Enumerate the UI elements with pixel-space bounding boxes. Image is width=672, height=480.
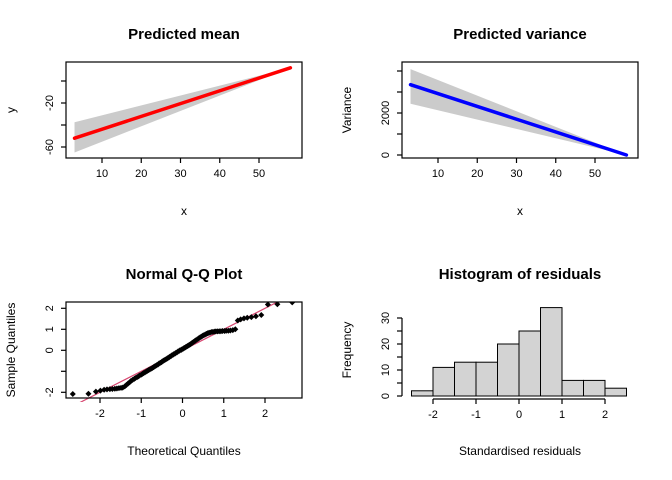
y-tick-label: 30 — [380, 312, 392, 324]
chart-predicted-variance: 10 20 30 40 50 0 2000 Predicted variance x Varian… — [340, 26, 639, 218]
histogram-bar — [540, 307, 563, 397]
x-tick-label: 50 — [589, 168, 601, 180]
x-tick-label: 0 — [516, 409, 522, 421]
x-tick-label: -2 — [428, 409, 438, 421]
panel-title: Normal Q-Q Plot — [126, 266, 243, 283]
x-tick-label: 20 — [471, 168, 483, 180]
y-tick-label: 2 — [44, 305, 56, 311]
x-tick-label: 30 — [510, 168, 522, 180]
x-axis-title: Standardised residuals — [459, 444, 581, 458]
y-tick-label: -2 — [44, 387, 56, 397]
x-tick-label: -2 — [95, 408, 105, 420]
x-tick-label: 30 — [174, 168, 186, 180]
histogram-bar — [411, 390, 434, 397]
data-layer — [411, 307, 627, 397]
panel-predicted-variance: 10 20 30 40 50 0 2000 Predicted variance x Varian… — [336, 0, 672, 240]
histogram-bar — [561, 379, 584, 397]
y-tick-label: -60 — [44, 139, 56, 155]
histogram-bar — [432, 366, 455, 397]
panel-histogram-of-residuals: -2 -1 0 1 2 0 10 20 30 Histogram of residuals Stan… — [336, 240, 672, 480]
y-axis-title: y — [4, 107, 18, 113]
axes — [61, 301, 303, 403]
axes — [397, 317, 606, 404]
x-tick-label: 40 — [550, 168, 562, 180]
data-layer — [408, 69, 629, 157]
chart-predicted-mean: 10 20 30 40 50 -20 -60 Predicted mean x y — [4, 26, 303, 218]
panel-title: Histogram of residuals — [439, 266, 602, 283]
x-tick-label: 1 — [559, 409, 565, 421]
qq-points — [69, 302, 296, 397]
panel-title: Predicted variance — [453, 26, 586, 43]
x-tick-label: 0 — [179, 408, 185, 420]
y-tick-label: 0 — [380, 152, 392, 158]
panel-title: Predicted mean — [128, 26, 240, 43]
plot-box — [65, 61, 303, 159]
data-layer — [72, 66, 293, 153]
y-tick-label: 20 — [380, 338, 392, 350]
y-axis-title: Variance — [340, 86, 354, 133]
y-tick-label: 10 — [380, 364, 392, 376]
data-layer — [69, 302, 296, 402]
x-tick-label: 2 — [602, 409, 608, 421]
x-tick-label: 1 — [221, 408, 227, 420]
histogram-bar — [518, 330, 541, 397]
y-axis-title: Sample Quantiles — [4, 303, 18, 398]
y-tick-label: 2000 — [380, 101, 392, 125]
confidence-band — [74, 67, 291, 153]
axis-labels: 10 20 30 40 50 -20 -60 — [44, 95, 265, 180]
x-tick-label: 20 — [135, 168, 147, 180]
x-tick-label: 10 — [96, 168, 108, 180]
panel-predicted-mean: 10 20 30 40 50 -20 -60 Predicted mean x y — [0, 0, 336, 240]
y-tick-label: 0 — [44, 347, 56, 353]
x-axis-title: Theoretical Quantiles — [127, 444, 240, 458]
histogram-bar — [475, 361, 498, 397]
y-tick-label: 1 — [44, 326, 56, 332]
histogram-bar — [497, 343, 520, 397]
y-tick-label: 0 — [380, 393, 392, 399]
series-line — [72, 66, 293, 140]
x-axis-title: x — [517, 204, 523, 218]
panel-normal-qq-plot: -2 -1 0 1 2 2 1 0 -2 Normal Q-Q Plot Theoretical Q… — [0, 240, 336, 480]
axes — [397, 61, 639, 163]
axis-labels: 10 20 30 40 50 0 2000 — [380, 101, 601, 180]
y-tick-label: -20 — [44, 95, 56, 111]
axis-labels: -2 -1 0 1 2 2 1 0 -2 — [44, 305, 268, 420]
x-tick-label: -1 — [471, 409, 481, 421]
histogram-bar — [604, 387, 627, 397]
x-tick-label: -1 — [136, 408, 146, 420]
histogram-bar — [583, 379, 606, 397]
plot-box — [401, 61, 639, 159]
axes — [61, 61, 303, 163]
x-tick-label: 50 — [253, 168, 265, 180]
x-tick-label: 40 — [214, 168, 226, 180]
series-line — [408, 82, 629, 157]
histogram-bar — [454, 361, 477, 397]
x-axis-title: x — [181, 204, 187, 218]
x-tick-label: 2 — [262, 408, 268, 420]
histogram-bars — [411, 307, 627, 397]
confidence-band — [410, 69, 627, 155]
x-tick-label: 10 — [432, 168, 444, 180]
y-axis-title: Frequency — [340, 322, 354, 379]
chart-normal-qq-plot: -2 -1 0 1 2 2 1 0 -2 Normal Q-Q Plot Theoretical Q… — [4, 266, 303, 458]
